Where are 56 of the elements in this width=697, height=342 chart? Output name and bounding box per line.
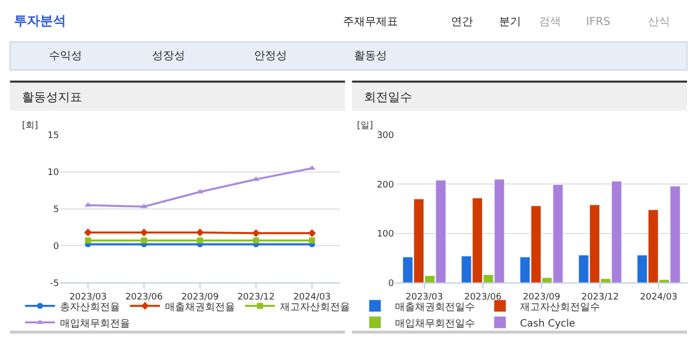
point <box>196 228 204 236</box>
text: 안정성 <box>254 49 287 62</box>
x-tick-label: 2023/06 <box>464 292 502 302</box>
chart-title: 회전일수 <box>364 90 412 104</box>
x-tick-label: 2023/12 <box>237 292 275 302</box>
text: 성장성 <box>152 49 185 62</box>
point <box>309 238 315 244</box>
text: 분기 <box>499 15 521 28</box>
legend-label: 매출채권회전율 <box>165 302 235 313</box>
text: 산식 <box>648 15 670 28</box>
point <box>253 238 259 244</box>
legend-label: 재고자산회전율 <box>280 302 350 313</box>
legend-label: 재고자산회전일수 <box>520 302 600 313</box>
y-tick-label: 100 <box>376 230 394 240</box>
point <box>85 238 91 244</box>
legend-label: 매출채권회전일수 <box>395 302 475 313</box>
y-tick-label: -5 <box>50 278 59 289</box>
y-tick-label: 0 <box>53 242 60 252</box>
text: 활동성 <box>354 49 387 62</box>
y-axis-title: [일] <box>357 121 374 131</box>
x-tick-label: 2023/09 <box>181 292 219 302</box>
text: 검색 <box>539 15 561 28</box>
legend-label: 매입채무회전율 <box>60 318 130 330</box>
y-tick-label: 300 <box>376 131 394 142</box>
point <box>84 202 92 207</box>
x-tick-label: 2024/03 <box>293 292 331 302</box>
legend-label: 총자산회전율 <box>60 302 120 313</box>
legend-label: Cash Cycle <box>520 318 576 330</box>
point <box>308 165 316 170</box>
text: 연간 <box>451 15 473 28</box>
point <box>252 229 260 238</box>
point <box>252 176 260 181</box>
chart-title: 활동성지표 <box>22 90 82 104</box>
x-tick-label: 2024/03 <box>640 292 678 302</box>
point <box>308 229 316 238</box>
y-axis-title: [회] <box>22 121 38 131</box>
text: 투자분석 <box>14 14 66 29</box>
point <box>140 228 148 236</box>
x-tick-label: 2023/06 <box>125 292 163 302</box>
point <box>84 228 92 236</box>
text: IFRS <box>586 15 610 28</box>
x-tick-label: 2023/03 <box>69 292 107 302</box>
y-tick-label: 200 <box>376 180 394 190</box>
y-tick-label: 15 <box>48 131 59 142</box>
y-tick-label: 5 <box>53 204 59 215</box>
legend-label: 매입채무회전일수 <box>395 318 475 330</box>
point <box>140 204 148 208</box>
y-tick-label: 10 <box>48 168 60 178</box>
x-tick-label: 2023/09 <box>522 292 560 302</box>
y-tick-label: 0 <box>388 278 394 289</box>
x-tick-label: 2023/03 <box>406 292 443 302</box>
text: 주재무제표 <box>343 15 398 28</box>
x-tick-label: 2023/12 <box>581 292 619 302</box>
point <box>197 238 203 244</box>
point <box>141 238 147 244</box>
text: 수익성 <box>49 49 82 62</box>
